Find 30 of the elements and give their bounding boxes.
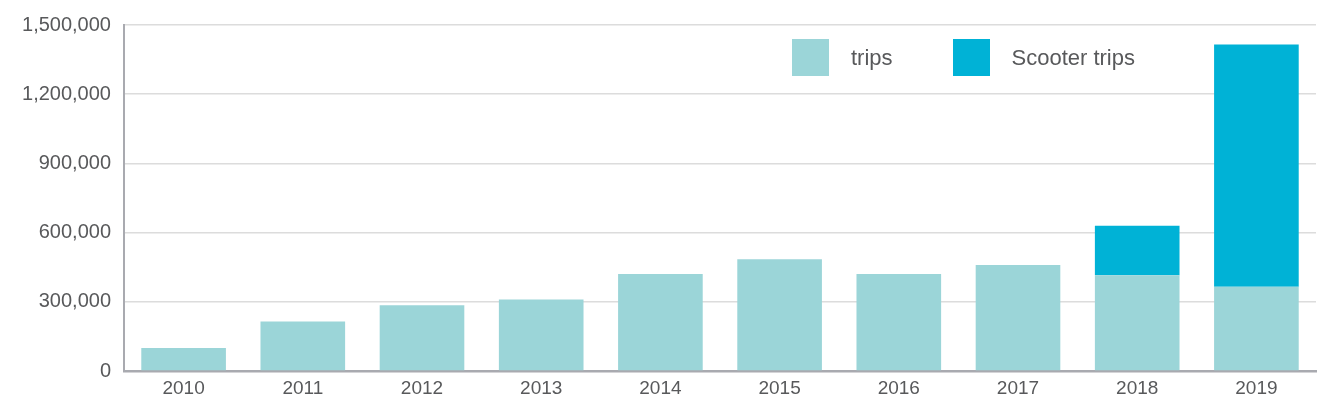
y-tick-label: 0 — [99, 358, 111, 381]
bar — [1094, 275, 1180, 371]
bar — [618, 274, 703, 371]
x-tick-label: 2015 — [758, 376, 801, 398]
bar — [1214, 286, 1299, 371]
y-tick-label: 600,000 — [38, 220, 111, 243]
bar — [1214, 44, 1299, 287]
bar — [260, 321, 346, 371]
bar — [379, 305, 465, 371]
x-tick-label: 2017 — [996, 376, 1040, 398]
x-tick-label: 2018 — [1116, 376, 1159, 398]
bar — [975, 264, 1061, 371]
bar — [498, 299, 584, 371]
bar — [141, 347, 226, 371]
y-tick-label: 1,500,000 — [22, 12, 111, 35]
legend-label: trips — [850, 44, 893, 71]
bar — [737, 259, 822, 371]
y-tick-label: 300,000 — [38, 289, 111, 312]
x-tick-label: 2012 — [400, 376, 444, 398]
bar — [1094, 225, 1180, 276]
bar — [856, 274, 942, 371]
x-tick-label: 2013 — [520, 376, 563, 398]
x-tick-label: 2011 — [282, 376, 324, 398]
y-tick-label: 1,200,000 — [22, 81, 111, 104]
x-tick-label: 2019 — [1235, 376, 1278, 398]
x-tick-label: 2014 — [639, 376, 682, 398]
x-tick-label: 2010 — [162, 376, 205, 398]
x-tick-label: 2016 — [877, 376, 920, 398]
legend-label: Scooter trips — [1011, 44, 1135, 71]
y-tick-label: 900,000 — [38, 150, 111, 173]
